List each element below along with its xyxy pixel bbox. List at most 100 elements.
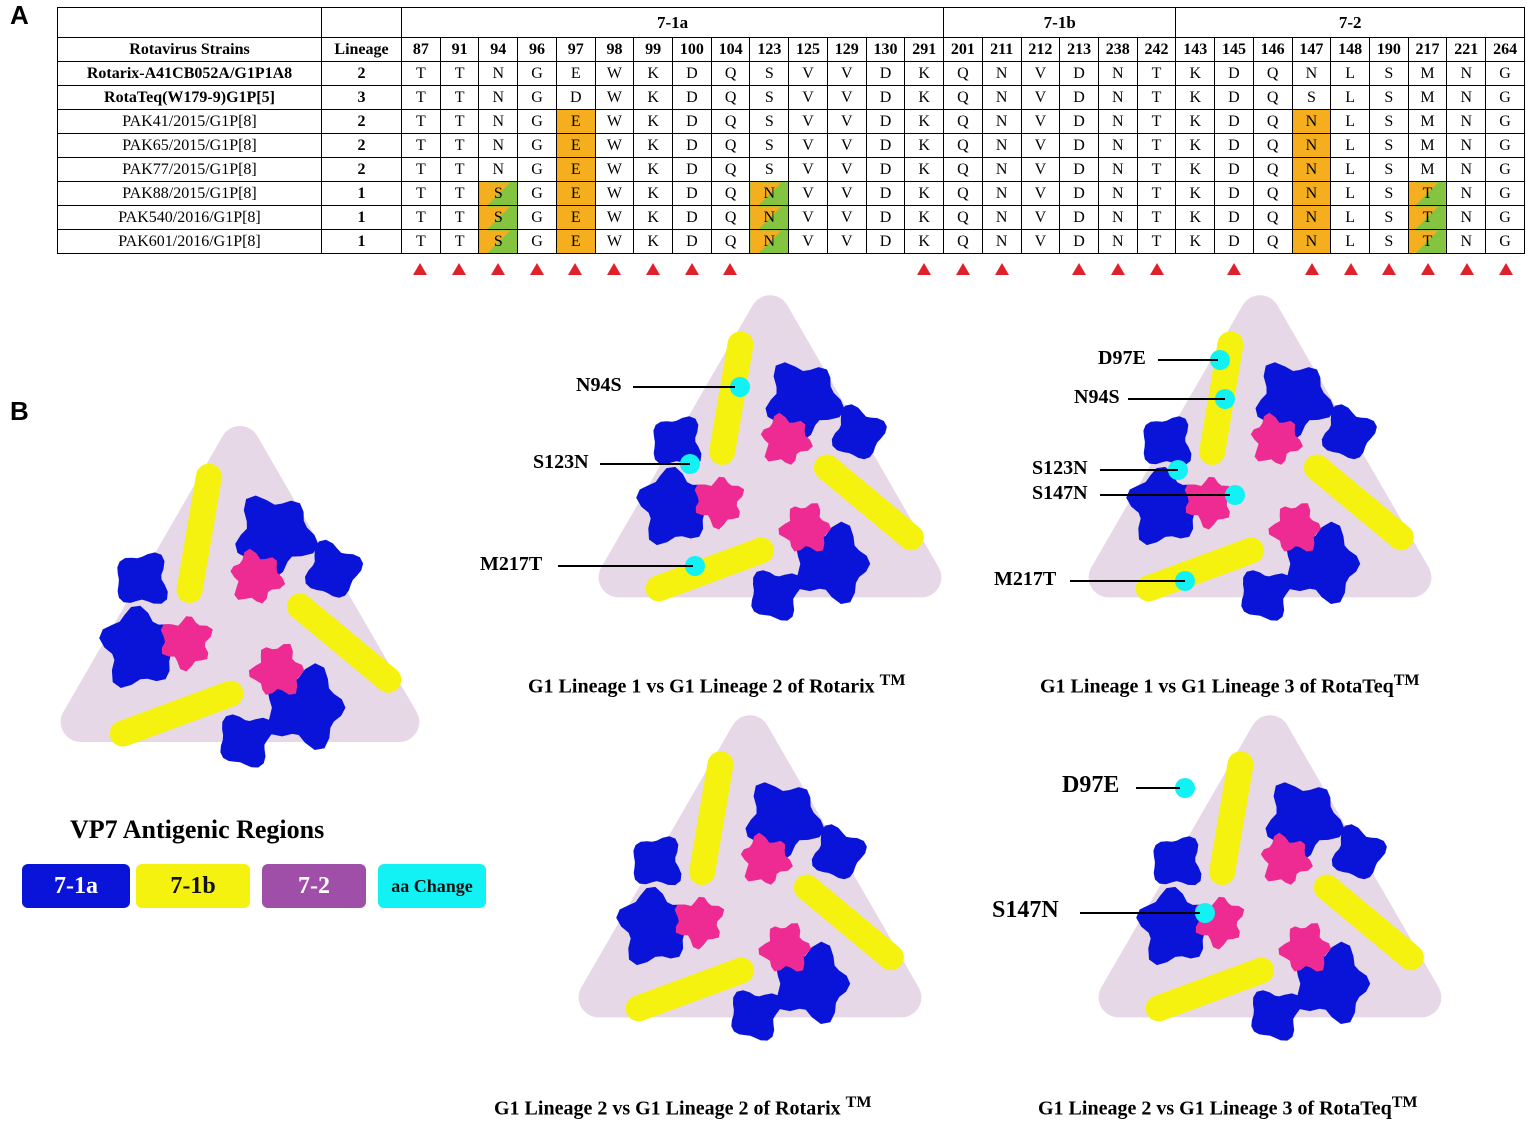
- antigenic-marker: [917, 263, 932, 275]
- strain-name: RotaTeq(W179-9)G1P[5]: [57, 85, 322, 110]
- residue-cell: N: [981, 61, 1022, 86]
- legend-swatch-aa-change: aa Change: [378, 864, 486, 908]
- residue-cell: N: [1446, 109, 1487, 134]
- position-header: 212: [1020, 37, 1061, 62]
- residue-cell: V: [788, 109, 828, 134]
- antigenic-marker: [607, 263, 622, 275]
- residue-cell: D: [1214, 229, 1254, 254]
- region-7-1a: [731, 990, 782, 1041]
- region-7-1a: [1143, 416, 1192, 466]
- residue-cell: G: [517, 205, 557, 230]
- lineage-cell: 1: [321, 181, 402, 206]
- lineage-cell: 1: [321, 205, 402, 230]
- region-7-1b: [645, 537, 775, 602]
- residue-cell: N: [1097, 61, 1138, 86]
- residue-cell: T: [1136, 109, 1177, 134]
- region-7-2: [694, 476, 745, 530]
- residue-cell: L: [1330, 205, 1370, 230]
- residue-cell: D: [865, 157, 906, 182]
- residue-cell: T: [1136, 133, 1177, 158]
- residue-cell: L: [1330, 85, 1370, 110]
- residue-cell: D: [865, 109, 906, 134]
- residue-cell: N: [1446, 133, 1487, 158]
- residue-cell: D: [672, 205, 712, 230]
- residue-cell: V: [788, 133, 828, 158]
- residue-cell: N: [478, 85, 519, 110]
- region-7-1a: [117, 552, 168, 604]
- residue-cell: D: [672, 133, 712, 158]
- residue-cell: N: [1291, 229, 1332, 254]
- residue-cell: L: [1330, 133, 1370, 158]
- position-header: 91: [439, 37, 480, 62]
- region-7-1b: [1303, 454, 1414, 551]
- antigenic-marker: [723, 263, 738, 275]
- caption-text: G1 Lineage 2 vs G1 Lineage 2 of Rotarix: [494, 1097, 841, 1120]
- region-7-1b: [689, 751, 734, 885]
- caption-superscript: TM: [1391, 1094, 1418, 1111]
- position-header-row: Rotavirus Strains Lineage 87 91 94 96 97 98 99…: [57, 37, 1525, 62]
- antigenic-marker: [1304, 263, 1319, 275]
- residue-cell: T: [401, 157, 441, 182]
- antigenic-marker: [452, 263, 467, 275]
- region-7-1a: [1251, 990, 1302, 1041]
- residue-cell: M: [1407, 85, 1448, 110]
- residue-cell: L: [1330, 61, 1370, 86]
- antigenic-marker: [1459, 263, 1474, 275]
- lineage-cell: 3: [321, 85, 402, 110]
- position-header: 238: [1097, 37, 1138, 62]
- residue-cell: N: [1291, 157, 1332, 182]
- antigenic-marker: [568, 263, 583, 275]
- residue-cell: N: [478, 133, 519, 158]
- residue-cell: S: [1368, 61, 1409, 86]
- strain-name: PAK65/2015/G1P[8]: [57, 133, 322, 158]
- residue-cell: V: [1020, 181, 1061, 206]
- residue-cell: K: [1175, 181, 1216, 206]
- position-header: 129: [826, 37, 867, 62]
- antigenic-marker: [956, 263, 970, 275]
- residue-cell: N: [1446, 61, 1487, 86]
- residue-cell: T: [401, 205, 441, 230]
- residue-cell: L: [1330, 109, 1370, 134]
- label-s123n: S123N: [533, 451, 589, 473]
- residue-cell: T: [439, 205, 480, 230]
- residue-cell: V: [1020, 205, 1061, 230]
- legend-swatch-7-1b: 7-1b: [136, 864, 250, 908]
- residue-cell: D: [1214, 109, 1254, 134]
- region-7-1b: [286, 593, 402, 693]
- strain-name: PAK88/2015/G1P[8]: [57, 181, 322, 206]
- antigenic-marker: [1111, 263, 1126, 275]
- caption-superscript: TM: [845, 1094, 872, 1111]
- residue-cell: D: [1059, 61, 1099, 86]
- region-7-2: [1250, 412, 1303, 465]
- residue-cell: D: [865, 205, 906, 230]
- strain-name: PAK601/2016/G1P[8]: [57, 229, 322, 254]
- residue-cell: T: [439, 85, 480, 110]
- antigenic-marker: [529, 263, 544, 275]
- residue-cell: W: [594, 133, 635, 158]
- residue-cell: V: [826, 205, 867, 230]
- position-header: 211: [981, 37, 1022, 62]
- aa-change-site: [1225, 485, 1245, 505]
- position-header: 242: [1136, 37, 1177, 62]
- region-7-1b: [1145, 957, 1275, 1022]
- lineage-column-header: Lineage: [321, 37, 402, 62]
- label-s123n: S123N: [1032, 457, 1088, 479]
- residue-cell: E: [555, 157, 596, 182]
- position-header: 147: [1291, 37, 1332, 62]
- caption-lin1-vs-rotateq: G1 Lineage 1 vs G1 Lineage 3 of RotaTeqT…: [1040, 672, 1420, 699]
- residue-cell: N: [1097, 205, 1138, 230]
- region-7-2: [778, 503, 831, 552]
- caption-lin2-vs-rotateq: G1 Lineage 2 vs G1 Lineage 3 of RotaTeqT…: [1038, 1094, 1418, 1121]
- residue-cell: G: [1485, 229, 1525, 254]
- residue-cell: G: [517, 157, 557, 182]
- residue-cell: S: [1368, 205, 1409, 230]
- residue-cell: Q: [1252, 181, 1293, 206]
- residue-cell: Q: [1252, 109, 1293, 134]
- position-header: 98: [594, 37, 635, 62]
- antigenic-marker: [645, 263, 660, 275]
- residue-cell: S: [1368, 181, 1409, 206]
- residue-cell: T: [1136, 181, 1177, 206]
- residue-cell: M: [1407, 133, 1448, 158]
- residue-cell: T: [1407, 181, 1448, 206]
- lineage-cell: 2: [321, 109, 402, 134]
